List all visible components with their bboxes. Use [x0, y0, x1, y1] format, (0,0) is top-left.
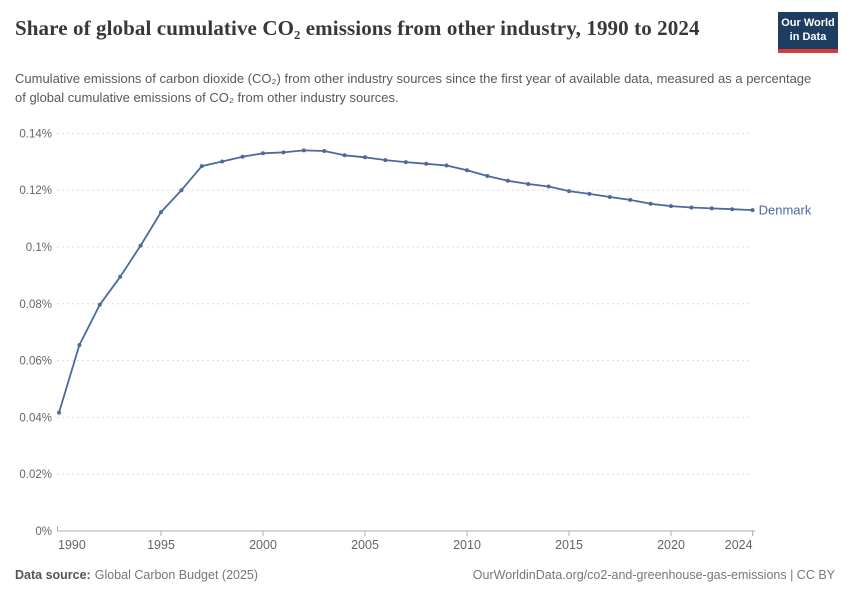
data-point[interactable] [179, 188, 184, 193]
data-point[interactable] [424, 161, 429, 166]
data-point[interactable] [546, 184, 551, 189]
data-point[interactable] [220, 159, 225, 164]
data-point[interactable] [342, 153, 347, 158]
data-point[interactable] [465, 168, 469, 173]
data-point[interactable] [750, 208, 755, 213]
data-point[interactable] [363, 155, 367, 160]
x-tick-label: 1995 [147, 538, 175, 552]
data-point[interactable] [57, 410, 61, 415]
y-tick-label: 0% [35, 526, 52, 538]
y-tick-label: 0.06% [19, 356, 52, 368]
x-tick-label: 2020 [657, 538, 685, 552]
data-point[interactable] [485, 174, 490, 178]
owid-logo-line1: Our World [781, 16, 835, 29]
data-point[interactable] [628, 197, 633, 202]
owid-logo-line2: in Data [789, 30, 827, 43]
line-chart: 0% 0.02% 0.04% 0.06% 0.08% 0.1% 0.12% 0.14% 1990… [19, 128, 812, 552]
y-tick-label: 0.04% [19, 412, 52, 424]
data-source-label: Data source: [15, 568, 91, 582]
x-tick-label: 2000 [249, 538, 277, 552]
data-point[interactable] [301, 148, 306, 153]
owid-logo[interactable]: Our World in Data [778, 12, 838, 53]
x-tick-label: 2015 [555, 538, 583, 552]
data-point[interactable] [261, 151, 265, 156]
data-source: Data source: Global Carbon Budget (2025) [15, 568, 258, 582]
y-tick-label: 0.08% [19, 299, 52, 311]
data-point[interactable] [648, 201, 653, 206]
data-point[interactable] [322, 149, 327, 153]
x-tick-label: 1990 [58, 538, 86, 552]
data-point[interactable] [77, 343, 82, 347]
data-point[interactable] [505, 178, 510, 183]
data-point[interactable] [444, 163, 449, 168]
data-point[interactable] [689, 205, 694, 210]
data-point[interactable] [607, 195, 612, 199]
x-tick-label: 2005 [351, 538, 379, 552]
data-point[interactable] [97, 302, 102, 307]
y-tick-label: 0.02% [19, 469, 52, 481]
data-point[interactable] [403, 160, 408, 165]
data-point[interactable] [281, 150, 286, 155]
data-point[interactable] [709, 206, 714, 211]
data-point[interactable] [669, 204, 673, 209]
data-point[interactable] [730, 207, 735, 212]
chart-subtitle: Cumulative emissions of carbon dioxide (… [15, 71, 812, 105]
credit-line: OurWorldinData.org/co2-and-greenhouse-ga… [472, 568, 835, 582]
data-point[interactable] [118, 274, 123, 279]
data-point[interactable] [138, 243, 143, 248]
data-point[interactable] [383, 158, 388, 163]
series-label-denmark[interactable]: Denmark [759, 203, 812, 218]
y-tick-label: 0.14% [19, 128, 52, 140]
y-tick-label: 0.1% [26, 242, 52, 254]
data-point[interactable] [240, 154, 245, 159]
page-title: Share of global cumulative CO₂ emissions… [15, 16, 700, 40]
x-tick-label: 2024 [725, 538, 753, 552]
data-point[interactable] [567, 189, 571, 194]
data-source-value: Global Carbon Budget (2025) [94, 568, 259, 582]
data-point[interactable] [526, 182, 531, 186]
data-point[interactable] [159, 210, 163, 215]
y-tick-label: 0.12% [19, 185, 52, 197]
x-tick-label: 2010 [453, 538, 481, 552]
data-point[interactable] [199, 164, 204, 169]
chart-footer: Data source: Global Carbon Budget (2025) … [15, 568, 835, 582]
data-point[interactable] [587, 191, 592, 196]
